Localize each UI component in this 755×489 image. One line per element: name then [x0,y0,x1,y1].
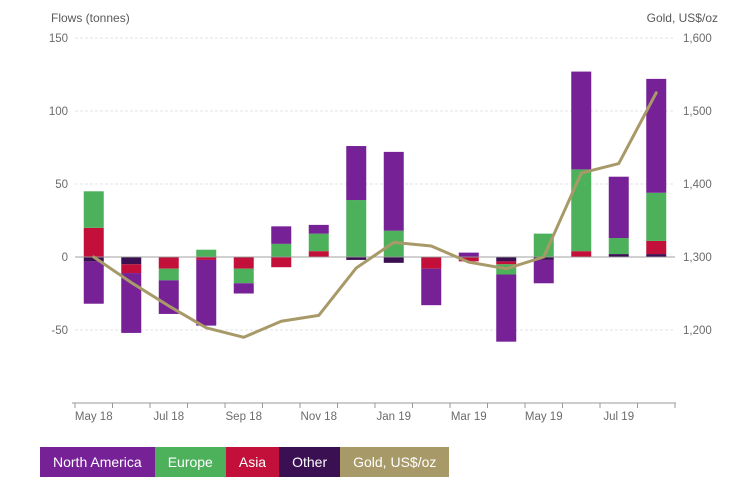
bar-segment-europe [158,268,179,281]
left-axis-tick-label: 100 [49,106,68,118]
right-axis-title: Gold, US$/oz [647,11,718,25]
bar-segment-north-america [233,283,254,294]
legend-item-label: Asia [238,454,267,470]
bar-segment-north-america [533,259,554,284]
bar-segment-north-america [271,226,292,244]
bar-segment-north-america [496,274,517,342]
right-axis-tick-label: 1,300 [683,252,712,264]
bar-segment-europe [608,238,629,255]
right-axis-tick-label: 1,600 [683,33,712,45]
bar-segment-other [346,257,367,260]
bar-segment-asia [421,257,442,269]
bar-segment-north-america [308,224,329,234]
bar-segment-other [83,257,104,262]
bar-segment-asia [308,251,329,257]
left-axis-tick-label: -50 [51,325,68,337]
right-axis-tick-label: 1,400 [683,179,712,191]
bar-segment-other [646,254,667,257]
bar-segment-north-america [458,252,479,257]
legend-item-europe[interactable]: Europe [154,447,226,477]
x-axis-tick-label: May 18 [75,411,113,423]
bar-segment-asia [496,261,517,265]
right-axis-tick-label: 1,200 [683,325,712,337]
bar-segment-other [121,257,142,265]
bar-segment-other [496,257,517,262]
bar-segment-north-america [158,280,179,314]
legend-item-gold-us-oz[interactable]: Gold, US$/oz [340,447,450,477]
bar-segment-north-america [346,146,367,201]
gold-price-line [92,91,658,339]
gold-price-polyline [92,91,658,339]
x-axis-tick-label: Jul 19 [603,411,634,423]
legend-item-label: Europe [167,454,213,470]
bar-segment-europe [271,243,292,257]
bar-segment-europe [233,268,254,284]
bar-series [83,71,667,342]
bar-segment-asia [233,257,254,269]
bar-segment-north-america [421,268,442,306]
bar-segment-asia [571,251,592,257]
bar-segment-other [608,254,629,257]
bar-segment-north-america [83,261,104,304]
legend: North America Europe Asia Other Gold, US$/oz [40,447,450,477]
bar-segment-north-america [608,176,629,239]
bar-segment-north-america [383,151,404,231]
bar-segment-europe [83,191,104,228]
legend-item-label: North America [53,454,142,470]
bar-segment-north-america [121,273,142,333]
x-axis-tick-label: Jan 19 [376,411,411,423]
left-axis-tick-label: 0 [62,252,68,264]
bar-segment-asia [83,227,104,257]
legend-item-asia[interactable]: Asia [225,447,280,477]
bar-segment-europe [646,192,667,241]
bar-segment-europe [346,200,367,257]
bar-segment-asia [196,257,217,260]
x-axis-tick-label: Jul 18 [153,411,184,423]
bar-segment-asia [458,257,479,262]
bar-segment-europe [308,233,329,252]
x-axis-tick-label: Mar 19 [451,411,487,423]
x-axis-tick-label: May 19 [525,411,563,423]
bar-segment-asia [271,257,292,268]
bar-segment-other [383,257,404,263]
legend-item-label: Other [292,454,328,470]
bar-segment-north-america [196,259,217,326]
bar-segment-europe [196,249,217,257]
left-axis-tick-label: 150 [49,33,68,45]
bar-segment-north-america [571,71,592,170]
bar-segment-europe [571,169,592,252]
bar-segment-asia [646,240,667,255]
bar-segment-europe [533,233,554,257]
right-axis-tick-label: 1,500 [683,106,712,118]
bar-segment-north-america [646,78,667,193]
axes: 150 1,600 100 1,500 50 1,400 0 1,300 -50 1,200 May… [49,33,712,423]
bar-segment-asia [158,257,179,269]
x-axis-tick-label: Sep 18 [226,411,262,423]
legend-item-north-america[interactable]: North America [40,447,155,477]
bar-segment-asia [121,264,142,274]
legend-item-other[interactable]: Other [279,447,341,477]
x-axis-tick-label: Nov 18 [301,411,337,423]
legend-item-label: Gold, US$/oz [353,454,437,470]
left-axis-title: Flows (tonnes) [51,11,130,25]
left-axis-tick-label: 50 [55,179,68,191]
